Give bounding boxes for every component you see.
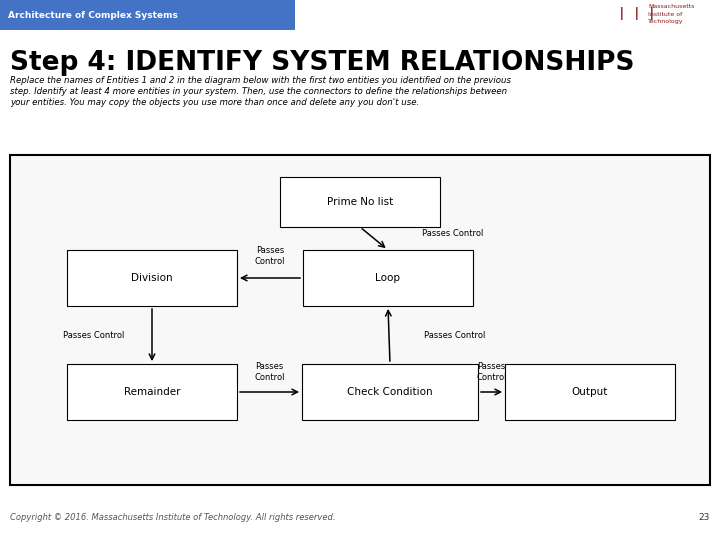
Text: Step 4: IDENTIFY SYSTEM RELATIONSHIPS: Step 4: IDENTIFY SYSTEM RELATIONSHIPS xyxy=(10,50,634,76)
Bar xyxy=(505,364,675,420)
Bar xyxy=(0,0,295,30)
Text: | | |: | | | xyxy=(618,6,655,19)
Text: your entities. You may copy the objects you use more than once and delete any yo: your entities. You may copy the objects … xyxy=(10,98,419,107)
Bar xyxy=(10,155,710,485)
Text: Architecture of Complex Systems: Architecture of Complex Systems xyxy=(8,10,178,19)
Text: Copyright © 2016. Massachusetts Institute of Technology. All rights reserved.: Copyright © 2016. Massachusetts Institut… xyxy=(10,514,336,523)
Text: Institute of: Institute of xyxy=(648,11,683,17)
Text: Technology: Technology xyxy=(648,18,683,24)
Text: Massachusetts: Massachusetts xyxy=(648,4,695,10)
Bar xyxy=(280,177,440,227)
Text: 23: 23 xyxy=(698,514,710,523)
Bar xyxy=(67,250,237,306)
Text: Prime No list: Prime No list xyxy=(327,197,393,207)
Text: Replace the names of Entities 1 and 2 in the diagram below with the first two en: Replace the names of Entities 1 and 2 in… xyxy=(10,76,511,85)
Text: Remainder: Remainder xyxy=(124,387,180,397)
Text: Passes
Control: Passes Control xyxy=(254,362,284,382)
Text: Output: Output xyxy=(572,387,608,397)
Text: Passes Control: Passes Control xyxy=(63,330,125,340)
Text: step. Identify at least 4 more entities in your system. Then, use the connectors: step. Identify at least 4 more entities … xyxy=(10,87,507,96)
Bar xyxy=(67,364,237,420)
Text: Passes Control: Passes Control xyxy=(424,330,486,340)
Text: Passes
Control: Passes Control xyxy=(255,246,285,266)
Text: Loop: Loop xyxy=(376,273,400,283)
Text: Check Condition: Check Condition xyxy=(347,387,433,397)
Text: Passes
Control: Passes Control xyxy=(476,362,507,382)
Text: Passes Control: Passes Control xyxy=(423,229,484,238)
Bar xyxy=(302,364,478,420)
Text: Division: Division xyxy=(131,273,173,283)
Bar xyxy=(303,250,473,306)
